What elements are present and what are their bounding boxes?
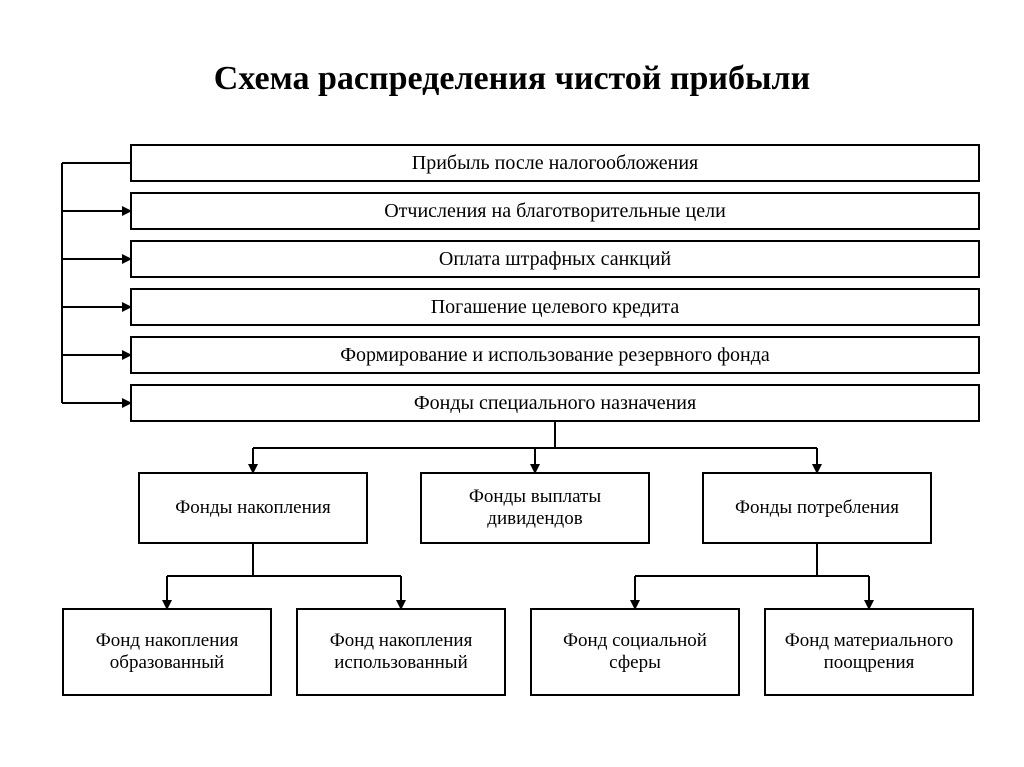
bottom-box-1: Фонд накопления использованный (296, 608, 506, 696)
bottom-box-3: Фонд материального поощрения (764, 608, 974, 696)
row-box-4: Формирование и использование резервного … (130, 336, 980, 374)
diagram-title: Схема распределения чистой прибыли (0, 60, 1024, 98)
row-box-2: Оплата штрафных санкций (130, 240, 980, 278)
mid-box-1: Фонды выплаты дивидендов (420, 472, 650, 544)
row-box-3: Погашение целевого кредита (130, 288, 980, 326)
row-box-5: Фонды специального назначения (130, 384, 980, 422)
row-box-0: Прибыль после налогообложения (130, 144, 980, 182)
bottom-box-2: Фонд социальной сферы (530, 608, 740, 696)
row-box-1: Отчисления на благотворительные цели (130, 192, 980, 230)
mid-box-2: Фонды потребления (702, 472, 932, 544)
mid-box-0: Фонды накопления (138, 472, 368, 544)
bottom-box-0: Фонд накопления образованный (62, 608, 272, 696)
